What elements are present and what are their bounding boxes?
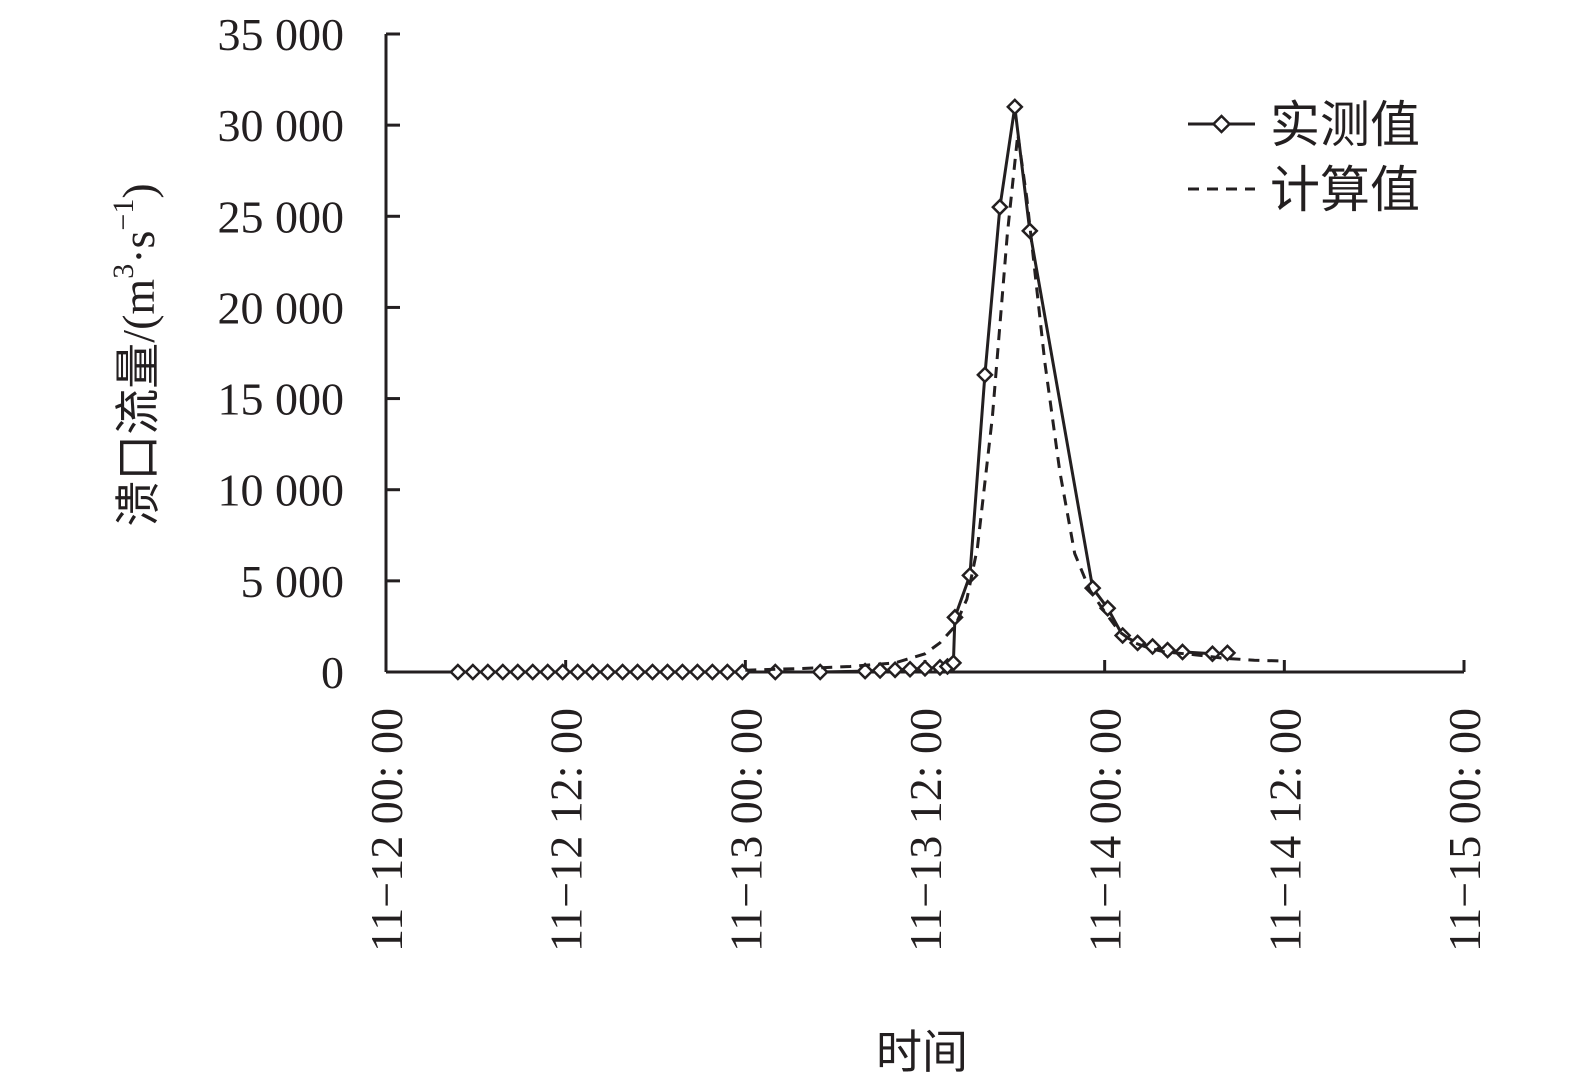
series-point-0: [991, 198, 1009, 216]
x-tick-label: 11−15 00: 00: [1439, 708, 1490, 952]
y-axis-title-mid: ·s: [113, 231, 164, 264]
series-point-0: [494, 663, 512, 681]
x-tick-label: 11−13 12: 00: [900, 708, 951, 952]
x-tick-label: 11−13 00: 00: [720, 708, 771, 952]
y-axis-title-sup1: 3: [107, 264, 140, 279]
series-point-0: [733, 663, 752, 681]
x-tick-label: 11−12 00: 00: [361, 708, 412, 952]
series-point-0: [856, 662, 874, 680]
series-point-0: [658, 663, 677, 681]
series-layer: [449, 98, 1285, 681]
legend-label-computed: 计算值: [1270, 162, 1420, 218]
series-point-0: [1006, 98, 1024, 116]
series-point-0: [643, 663, 662, 681]
series-point-0: [718, 663, 737, 681]
y-tick-label: 25 000: [218, 191, 345, 242]
series-point-0: [886, 661, 904, 679]
series-point-0: [598, 663, 617, 681]
series-point-0: [1098, 599, 1117, 617]
series-point-0: [916, 659, 934, 678]
series-point-0: [673, 663, 692, 681]
y-axis-title: 溃口流量/(m3·s−1): [107, 183, 163, 526]
series-point-0: [766, 663, 785, 681]
y-tick-label: 35 000: [218, 9, 345, 60]
series-point-0: [688, 663, 707, 681]
series-point-0: [628, 663, 647, 681]
y-tick-label: 5 000: [241, 556, 345, 607]
series-point-0: [1143, 637, 1162, 656]
series-point-0: [1203, 645, 1222, 663]
series-point-0: [901, 660, 919, 679]
series-point-0: [553, 663, 572, 681]
x-tick-label: 11−14 00: 00: [1080, 708, 1131, 952]
legend-label-measured: 实测值: [1270, 97, 1420, 153]
y-tick-label: 20 000: [218, 282, 345, 333]
series-line-1: [745, 132, 1285, 672]
series-point-0: [944, 654, 963, 672]
series-point-0: [538, 663, 557, 681]
legend: 实测值 计算值: [1188, 97, 1420, 218]
series-point-0: [976, 366, 994, 384]
x-tick-label: 11−14 12: 00: [1259, 708, 1310, 952]
series-point-0: [583, 663, 602, 681]
y-axis-title-main: 溃口流量/(m: [113, 279, 164, 527]
series-point-0: [613, 663, 632, 681]
y-tick-label: 0: [321, 647, 344, 698]
y-tick-label: 10 000: [218, 465, 345, 516]
series-point-0: [479, 663, 497, 681]
x-axis-title: 时间: [876, 1027, 968, 1078]
y-ticks: 0 5 000 10 000 15 000 20 000 25 000 30 000 35 0…: [218, 9, 400, 698]
series-point-0: [703, 663, 722, 681]
y-tick-label: 30 000: [218, 100, 345, 151]
series-point-0: [449, 663, 467, 681]
series-point-0: [1218, 644, 1237, 662]
series-point-0: [568, 663, 587, 681]
x-tick-label: 11−12 12: 00: [541, 708, 592, 952]
series-point-0: [1173, 643, 1192, 661]
y-axis-title-sup2: −1: [107, 199, 140, 231]
y-axis-title-end: ): [113, 183, 164, 198]
series-point-0: [1158, 641, 1177, 659]
series-line-0: [457, 105, 1228, 674]
series-point-0: [523, 663, 542, 681]
legend-marker-measured: [1211, 114, 1232, 134]
x-ticks: 11−12 00: 00 11−12 12: 00 11−13 00: 00 11−1…: [361, 660, 1490, 952]
series-point-0: [464, 663, 482, 681]
series-point-0: [508, 663, 527, 681]
series-point-0: [871, 661, 889, 680]
y-tick-label: 15 000: [218, 374, 345, 425]
